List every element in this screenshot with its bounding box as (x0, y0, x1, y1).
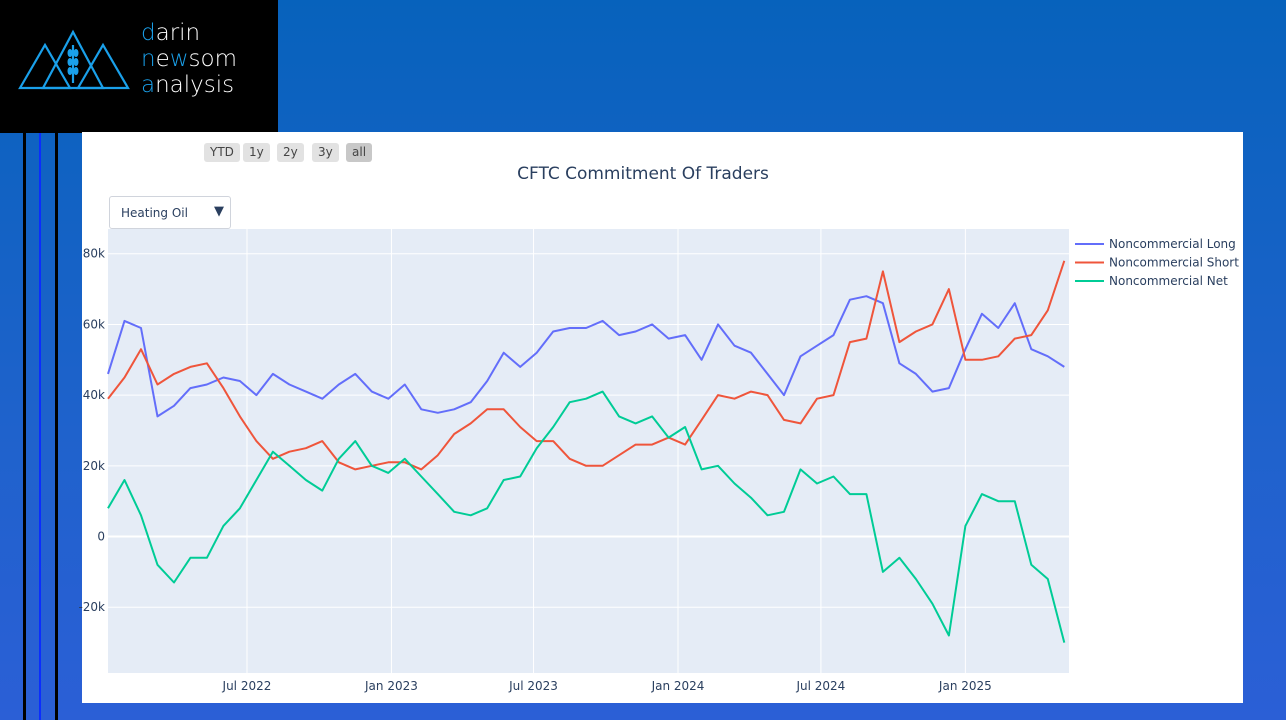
x-tick-label: Jan 2024 (651, 679, 705, 693)
logo-text: darin newsom analysis (141, 20, 238, 98)
decor-bar (23, 133, 26, 720)
range-1y-button[interactable]: 1y (243, 143, 270, 162)
y-tick-label: 60k (83, 317, 105, 331)
y-tick-label: 20k (83, 459, 105, 473)
y-tick-label: 40k (83, 388, 105, 402)
chart-title: CFTC Commitment Of Traders (517, 164, 769, 184)
decor-bar (39, 133, 41, 720)
x-tick-label: Jul 2022 (222, 679, 272, 693)
x-tick-label: Jan 2025 (938, 679, 992, 693)
dropdown-value: Heating Oil (121, 206, 188, 220)
range-all-button[interactable]: all (346, 143, 373, 162)
series-line-long (107, 295, 1065, 418)
legend-label-net[interactable]: Noncommercial Net (1109, 274, 1228, 288)
x-tick-label: Jan 2023 (364, 679, 418, 693)
legend-label-long[interactable]: Noncommercial Long (1109, 237, 1236, 251)
plot-area (108, 229, 1069, 673)
series-line-short (107, 260, 1066, 471)
legend-label-short[interactable]: Noncommercial Short (1109, 256, 1239, 270)
range-ytd-button[interactable]: YTD (204, 143, 240, 162)
range-2y-button[interactable]: 2y (277, 143, 304, 162)
logo: darin newsom analysis (0, 0, 278, 133)
series-line-net (107, 390, 1066, 643)
y-tick-label: 80k (83, 247, 105, 261)
y-tick-label: -20k (78, 600, 105, 614)
y-tick-label: 0 (97, 530, 105, 544)
x-tick-label: Jul 2024 (795, 679, 845, 693)
x-tick-label: Jul 2023 (508, 679, 558, 693)
caret-down-icon: ▼ (214, 204, 224, 219)
decor-bar (55, 133, 58, 720)
mountain-wheat-icon (18, 29, 130, 90)
commodity-dropdown[interactable]: Heating Oil ▼ (109, 196, 231, 229)
range-3y-button[interactable]: 3y (312, 143, 339, 162)
